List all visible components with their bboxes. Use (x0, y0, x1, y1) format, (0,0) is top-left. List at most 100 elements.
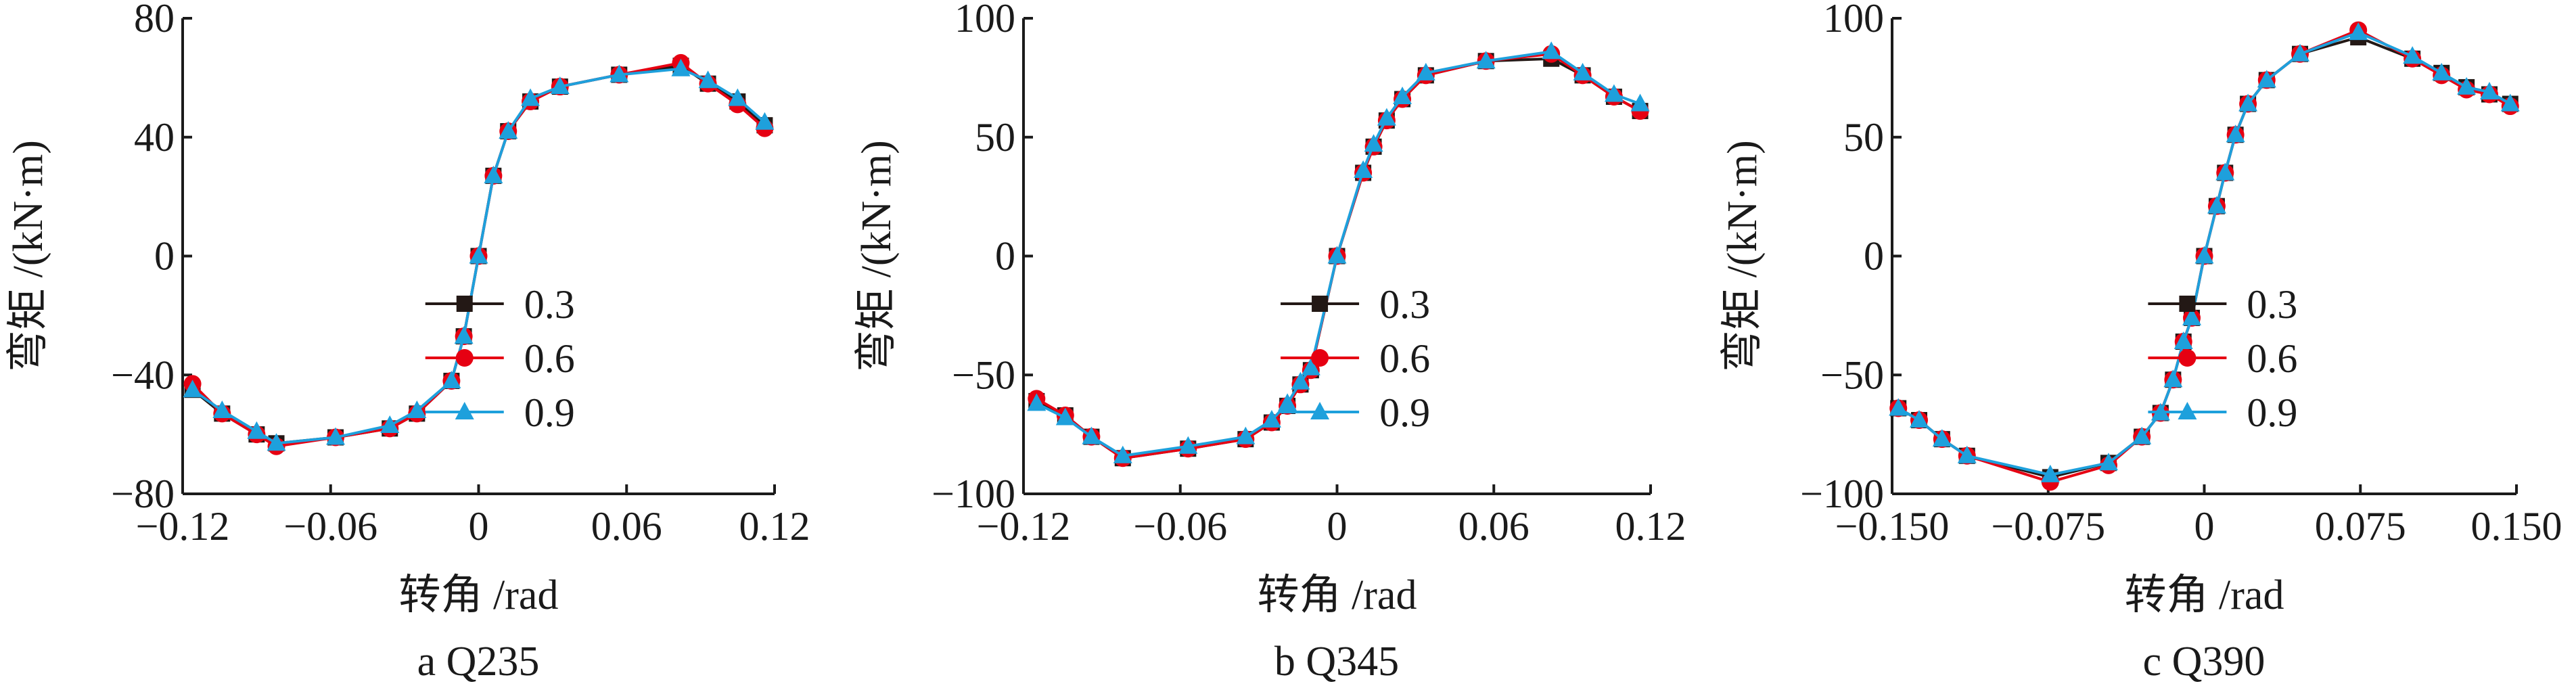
data-point (2480, 81, 2500, 99)
data-point (380, 415, 400, 433)
data-point (1262, 410, 1281, 428)
data-point (499, 120, 518, 139)
y-tick-label: 50 (975, 115, 1015, 160)
chart-panel-1: −80 −40 0 40 80 −0.12 −0.06 0 0.06 0.12 转角 /rad 弯矩 … (5, 0, 810, 685)
series-0.9 (1889, 22, 2520, 482)
data-point (2432, 62, 2452, 81)
y-tick-label: −50 (952, 352, 1015, 397)
legend-label: 0.3 (1379, 282, 1430, 327)
data-point (1327, 246, 1347, 264)
x-tick-label: −0.12 (977, 504, 1071, 549)
data-point (183, 380, 202, 398)
data-point (1278, 393, 1297, 411)
data-point (267, 433, 286, 451)
y-tick-label: 100 (954, 0, 1015, 41)
data-point (1476, 51, 1496, 69)
y-tick-label: −80 (111, 472, 175, 516)
data-point (2238, 93, 2258, 112)
data-point (671, 58, 691, 76)
legend-label: 0.9 (524, 390, 575, 435)
data-point (2457, 76, 2477, 95)
data-point (2182, 307, 2202, 325)
x-axis-title: 转角 /rad (2125, 572, 2284, 618)
y-tick-label: −40 (111, 352, 175, 397)
data-point (755, 112, 775, 130)
legend-marker (455, 349, 474, 367)
data-point (2194, 246, 2214, 264)
data-point (2500, 93, 2520, 112)
data-point (2098, 453, 2118, 471)
legend-marker (1310, 402, 1330, 419)
data-point (1082, 426, 1101, 444)
x-tick-label: −0.06 (283, 504, 377, 549)
data-point (326, 427, 346, 445)
data-point (454, 326, 474, 344)
data-point (2257, 70, 2276, 88)
x-tick-label: 0 (1327, 504, 1348, 549)
data-point (1354, 160, 1373, 178)
panel-caption: c Q390 (2143, 639, 2266, 685)
panel-caption: a Q235 (417, 639, 540, 685)
y-axis-title: 弯矩 /(kN·m) (854, 140, 900, 372)
panel-caption: b Q345 (1274, 639, 1399, 685)
legend: 0.3 0.6 0.9 (1281, 282, 1430, 435)
legend-marker (455, 402, 474, 419)
data-point (1055, 407, 1075, 426)
data-point (2226, 124, 2245, 143)
legend-label: 0.9 (2247, 390, 2297, 435)
data-point (1416, 62, 1435, 81)
x-tick-label: −0.150 (1835, 504, 1950, 549)
x-tick-label: 0 (2194, 504, 2215, 549)
data-point (698, 70, 718, 89)
y-tick-label: −100 (932, 472, 1015, 516)
data-point (2349, 22, 2368, 41)
data-point (212, 400, 232, 418)
data-point (1932, 429, 1952, 447)
y-tick-label: 0 (1864, 234, 1884, 279)
x-tick-label: −0.12 (136, 504, 230, 549)
legend-label: 0.6 (2247, 336, 2297, 381)
data-point (1542, 41, 1561, 60)
series-0.9 (1027, 41, 1650, 463)
data-point (1291, 371, 1310, 390)
y-tick-label: 0 (154, 234, 175, 279)
data-point (247, 421, 267, 439)
data-point (2132, 426, 2152, 444)
data-point (550, 76, 570, 95)
x-tick-label: 0.12 (1615, 504, 1686, 549)
legend: 0.3 0.6 0.9 (2148, 282, 2297, 435)
data-point (2215, 162, 2235, 181)
data-point (1236, 426, 1256, 444)
legend-label: 0.6 (1379, 336, 1430, 381)
data-point (1604, 84, 1624, 102)
data-point (2403, 46, 2422, 64)
y-tick-label: −50 (1820, 352, 1884, 397)
data-point (2163, 369, 2183, 388)
data-point (1909, 410, 1929, 428)
data-point (1113, 445, 1132, 463)
x-tick-label: 0.06 (591, 504, 662, 549)
legend-label: 0.3 (2247, 282, 2297, 327)
data-point (1027, 393, 1046, 411)
x-tick-label: 0.12 (739, 504, 810, 549)
legend-marker (2178, 349, 2196, 367)
data-point (1957, 445, 1977, 463)
data-point (1178, 436, 1198, 454)
y-tick-label: 40 (134, 115, 175, 160)
legend-marker (2178, 402, 2197, 419)
x-axis-title: 转角 /rad (399, 572, 559, 618)
data-point (1573, 62, 1592, 81)
data-point (1364, 134, 1383, 152)
y-axis-title: 弯矩 /(kN·m) (1720, 140, 1766, 372)
data-point (1393, 86, 1412, 104)
data-point (2207, 196, 2226, 214)
x-tick-label: 0.075 (2315, 504, 2406, 549)
legend-marker (2179, 296, 2196, 312)
legend-marker (456, 296, 473, 312)
legend-marker (1312, 296, 1329, 312)
data-point (1301, 357, 1320, 375)
data-point (484, 165, 503, 183)
data-point (1377, 108, 1396, 126)
data-point (442, 371, 461, 389)
